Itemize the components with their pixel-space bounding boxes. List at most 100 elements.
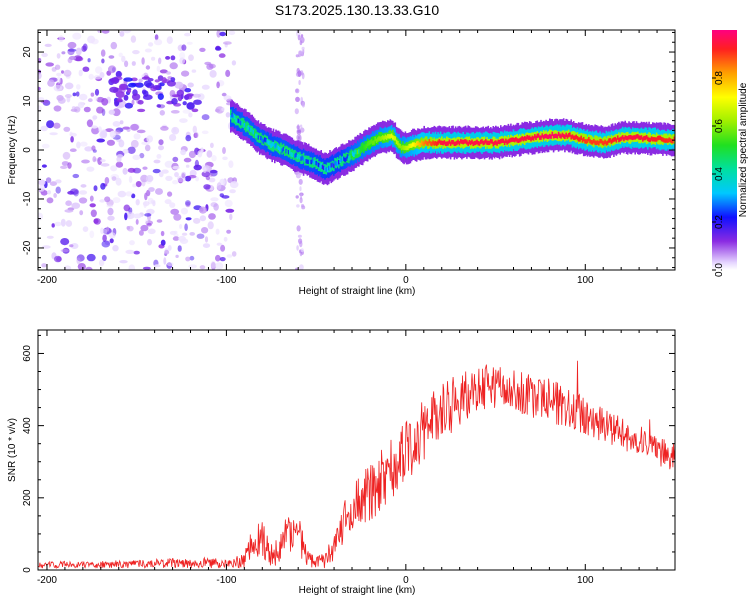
spectrogram-ridge-cell (351, 151, 354, 156)
spectrogram-noise-blob (128, 264, 136, 270)
spectrogram-ridge-cell (517, 138, 520, 143)
spectrogram-ridge-cell (605, 141, 608, 146)
spectrogram-ridge-cell (345, 156, 348, 161)
spectrogram-noise-blob (206, 150, 213, 158)
spectrogram-ridge-cell (419, 142, 422, 148)
colorbar-tick-label: 0.2 (714, 215, 725, 229)
spectrogram-noise-blob (101, 30, 110, 34)
spectrogram-noise-blob (107, 207, 114, 216)
spectrogram-noise-blob (185, 200, 191, 206)
spectrogram-ridge-cell (595, 140, 598, 146)
spectrogram-noise-blob (185, 201, 191, 208)
spectrogram-noise-blob (299, 197, 303, 204)
spectrogram-ridge-cell (458, 141, 461, 146)
spectrogram-noise-blob (46, 120, 55, 129)
spectrogram-ridge-cell (349, 155, 351, 160)
spectrogram-ridge-cell (281, 148, 284, 153)
spectrogram-ridge-cell (637, 134, 639, 139)
spectrogram-ridge-cell (610, 139, 613, 144)
spectrogram-ridge-cell (594, 135, 596, 146)
spectrogram-ridge-cell (506, 140, 508, 145)
spectrogram-ridge-cell (422, 141, 424, 146)
spectrogram-noise-blob (128, 175, 133, 184)
spectrogram-noise-blob (174, 81, 184, 89)
spectrogram-ridge-cell (480, 139, 482, 145)
spectrogram-noise-blob (90, 92, 95, 97)
spectrogram-ridge-cell (409, 143, 412, 148)
spectrogram-ridge-cell (590, 140, 593, 145)
spectrogram-ridge-cell (382, 135, 384, 140)
spectrogram-ridge-cell (242, 118, 245, 128)
spectrogram-noise-blob (112, 108, 121, 117)
spectrogram-noise-blob (170, 110, 180, 114)
spectrogram-ridge-cell (669, 138, 672, 143)
spectrogram-noise-blob (301, 101, 305, 108)
spectrogram-ridge-cell (657, 136, 659, 141)
spectrogram-ridge-cell (289, 149, 291, 155)
x-tick-label: -200 (37, 575, 57, 586)
spectrogram-ridge-cell (618, 132, 620, 143)
spectrogram-noise-blob (64, 209, 74, 213)
spectrogram-ridge-cell (253, 130, 256, 135)
spectrogram-noise-blob (172, 165, 180, 170)
spectrogram-ridge-cell (364, 145, 366, 150)
spectrogram-noise-blob (72, 92, 77, 97)
snr-ylabel: SNR (10 * v/v) (7, 418, 18, 482)
spectrogram-noise-blob (295, 88, 300, 94)
spectrogram-noise-blob (175, 254, 179, 258)
spectrogram-noise-blob (154, 79, 160, 83)
spectrogram-ridge-cell (260, 135, 262, 141)
spectrogram-noise-blob (204, 61, 212, 66)
spectrogram-ridge-cell (424, 139, 427, 145)
spectrogram-ridge-cell (428, 139, 431, 144)
spectrogram-noise-blob (61, 161, 69, 166)
spectrogram-ridge-cell (322, 165, 325, 171)
x-tick-label: 100 (577, 575, 594, 586)
spectrogram-noise-blob (100, 163, 110, 167)
spectrogram-ridge-cell (551, 131, 554, 137)
spectrogram-noise-blob (297, 70, 302, 77)
spectrogram-noise-blob (124, 60, 129, 68)
spectrogram-ridge-cell (522, 137, 525, 142)
spectrogram-noise-blob (201, 227, 209, 234)
spectrogram-ridge-cell (662, 137, 664, 142)
spectrogram-ridge-cell (230, 115, 232, 120)
spectrogram-noise-blob (68, 56, 77, 60)
spectrogram-ridge-cell (448, 139, 451, 144)
spectrogram-noise-blob (56, 53, 61, 59)
x-tick-label: -100 (216, 575, 236, 586)
spectrogram-noise-blob (205, 175, 211, 181)
spectrogram-noise-blob (228, 160, 234, 168)
spectrogram-noise-blob (123, 204, 131, 212)
spectrogram-ridge-cell (447, 141, 449, 146)
spectrogram-noise-blob (301, 46, 305, 51)
spectrogram-ridge-cell (485, 139, 487, 149)
spectrogram-ridge-cell (363, 144, 365, 150)
spectrogram-noise-blob (186, 93, 194, 97)
spectrogram-ridge-cell (431, 141, 433, 147)
spectrogram-ridge-cell (348, 156, 350, 161)
spectrogram-ridge-cell (301, 155, 304, 160)
spectrogram-ridge-cell (334, 160, 336, 166)
spectrogram-ridge-cell (258, 136, 261, 142)
spectrogram-noise-blob (158, 171, 164, 178)
spectrogram-ridge-cell (642, 137, 644, 142)
spectrogram-ridge-cell (446, 141, 448, 146)
spectrogram-noise-blob (106, 204, 114, 208)
spectrogram-ridge-cell (654, 137, 657, 142)
spectrogram-ridge-cell (271, 142, 273, 147)
spectrogram-noise-blob (79, 141, 88, 147)
snr-xlabel: Height of straight line (km) (299, 585, 416, 596)
spectrogram-ridge-cell (365, 143, 368, 149)
spectrogram-ridge-cell (659, 135, 662, 141)
spectrogram-noise-blob (38, 105, 42, 112)
spectrogram-noise-blob (102, 129, 107, 134)
spectrogram-noise-blob (213, 203, 219, 211)
spectrogram-noise-blob (53, 122, 61, 129)
spectrogram-noise-blob (104, 177, 110, 184)
spectrogram-noise-blob (225, 208, 235, 213)
colorbar-tick-label: 0.6 (714, 119, 725, 133)
spectrogram-ridge-cell (231, 112, 233, 123)
spectrogram-ridge-cell (336, 161, 339, 167)
spectrogram-noise-blob (41, 143, 50, 149)
